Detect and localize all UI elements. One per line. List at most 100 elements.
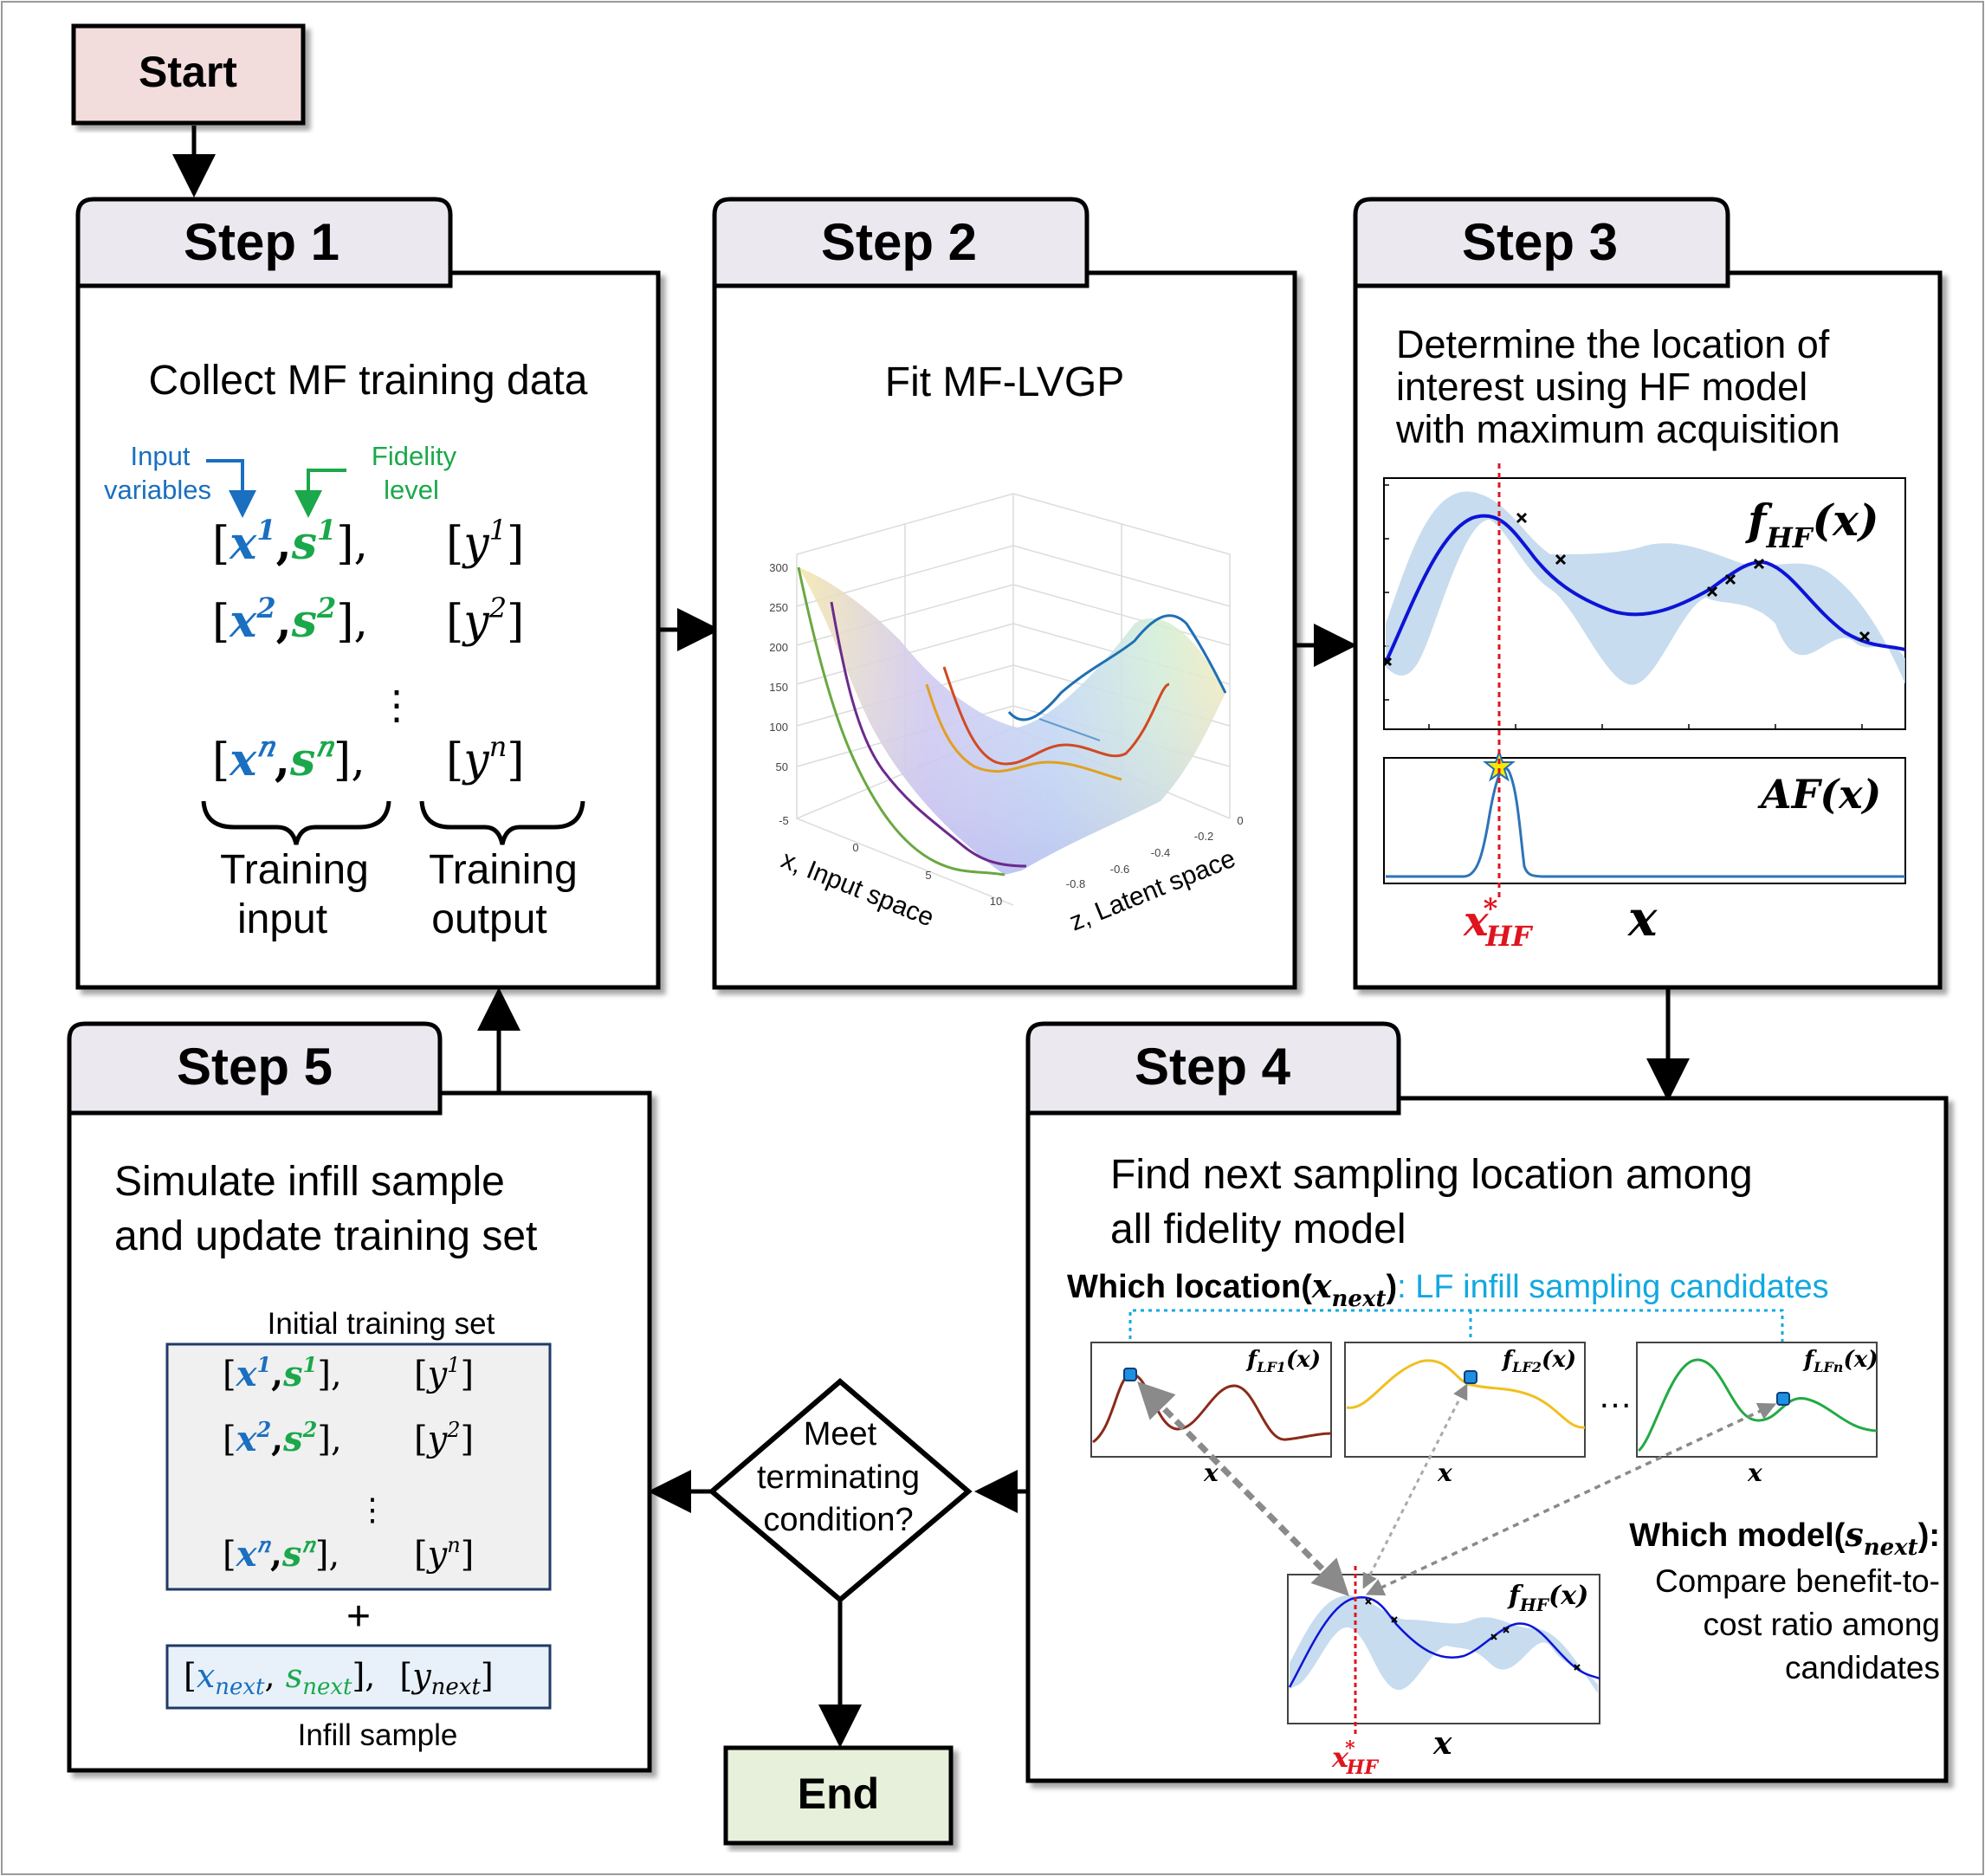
svg-text:x: x xyxy=(1432,1725,1452,1762)
latent-tick: -0.2 xyxy=(1194,830,1213,843)
input-variables-arrow xyxy=(206,459,256,518)
z-tick: 150 xyxy=(769,681,788,694)
latent-tick: -0.6 xyxy=(1110,863,1129,876)
training-row: [𝒙1,𝒔1], [𝑦1] xyxy=(223,1352,474,1394)
step1-panel: Step 1 Collect MF training data Input va… xyxy=(75,197,661,990)
x-tick: -5 xyxy=(779,814,789,827)
svg-text:fLF1(x): fLF1(x) xyxy=(1245,1347,1321,1375)
step3-title-2: interest using HF model xyxy=(1396,365,1807,409)
lf-ellipsis: … xyxy=(1598,1377,1633,1415)
svg-text:[𝒙1,𝒔1],: [𝒙1,𝒔1], xyxy=(212,514,368,570)
training-row: [𝒙1,𝒔1], [𝑦1] xyxy=(212,514,524,570)
acquisition-plot: AF(x) xyxy=(1383,748,1906,884)
x-star-label: x xyxy=(1463,897,1490,946)
x-tick: 5 xyxy=(925,869,931,882)
x-tick: 0 xyxy=(852,841,858,854)
start-label: Start xyxy=(139,48,237,96)
z-tick: 50 xyxy=(776,760,788,773)
step1-tab-label: Step 1 xyxy=(184,213,339,271)
latent-tick: 0 xyxy=(1237,814,1243,827)
z-tick: 200 xyxy=(769,641,788,654)
svg-text:fLFn(x): fLFn(x) xyxy=(1802,1347,1878,1375)
svg-text:[𝑦2]: [𝑦2] xyxy=(446,592,524,648)
end-label: End xyxy=(798,1769,879,1818)
svg-text:fHF(x): fHF(x) xyxy=(1745,495,1879,554)
set-ellipsis: ⋮ xyxy=(357,1491,388,1527)
step5-title-1: Simulate infill sample xyxy=(114,1159,505,1205)
svg-text:x*HF: x* HF xyxy=(1463,892,1534,953)
training-output-label-1: Training xyxy=(429,847,578,893)
svg-text:fHF(x): fHF(x) xyxy=(1507,1581,1588,1615)
compare-text-2: cost ratio among xyxy=(1703,1607,1940,1642)
hf-model-plot: fHF(x) xyxy=(1382,477,1906,730)
decision-text-2: terminating xyxy=(757,1459,920,1496)
step1-title: Collect MF training data xyxy=(149,358,588,404)
start-node: Start xyxy=(71,23,306,126)
svg-text:[𝒙2,𝒔2],: [𝒙2,𝒔2], xyxy=(212,592,368,648)
latent-tick: -0.4 xyxy=(1151,846,1170,859)
end-node: End xyxy=(723,1745,954,1846)
step3-title-1: Determine the location of xyxy=(1396,322,1830,366)
training-row: [𝒙𝑛,𝒔𝑛], [𝑦𝑛] xyxy=(212,730,525,786)
step5-tab-label: Step 5 xyxy=(177,1038,333,1096)
step4-tab-label: Step 4 xyxy=(1135,1038,1291,1096)
fidelity-label-1: Fidelity xyxy=(372,441,457,471)
z-tick: 300 xyxy=(769,561,788,574)
initial-set-box xyxy=(165,1342,552,1591)
hf-small-plot: fHF(x) xyxy=(1287,1574,1600,1724)
which-location-label: Which location( xyxy=(1067,1269,1312,1305)
step3-tab-label: Step 3 xyxy=(1462,213,1618,271)
step1-tab xyxy=(75,197,453,288)
step3-tab xyxy=(1353,197,1730,288)
svg-text:[𝒙𝑛,𝒔𝑛],: [𝒙𝑛,𝒔𝑛], xyxy=(212,730,365,786)
step3-title-3: with maximum acquisition xyxy=(1395,407,1840,451)
step4-title-2: all fidelity model xyxy=(1110,1206,1406,1252)
step4-title-1: Find next sampling location among xyxy=(1110,1152,1753,1198)
step4-panel: Step 4 Find next sampling location among… xyxy=(1025,1021,1949,1783)
decision-text-1: Meet xyxy=(804,1416,877,1452)
fidelity-label-2: level xyxy=(384,475,439,505)
decision-node: Meet terminating condition? xyxy=(708,1378,973,1603)
input-variables-label-1: Input xyxy=(131,441,191,471)
step5-tab xyxy=(67,1021,443,1116)
latent-tick: -0.8 xyxy=(1066,877,1085,890)
z-tick: 250 xyxy=(769,601,788,614)
initial-set-label: Initial training set xyxy=(268,1307,495,1341)
compare-text-3: candidates xyxy=(1785,1650,1940,1685)
training-input-brace xyxy=(201,800,391,845)
svg-text:[𝑦1]: [𝑦1] xyxy=(414,1353,474,1394)
training-row: [𝒙2,𝒔2], [𝑦2] xyxy=(223,1417,474,1459)
svg-text:[𝑦𝑛]: [𝑦𝑛] xyxy=(414,1533,474,1575)
plus-sign: + xyxy=(346,1594,371,1640)
step5-title-2: and update training set xyxy=(114,1213,537,1259)
step4-tab xyxy=(1025,1021,1401,1116)
training-row: [𝒙𝑛,𝒔𝑛], [𝑦𝑛] xyxy=(223,1532,474,1575)
input-variables-label-2: variables xyxy=(104,475,211,505)
compare-text-1: Compare benefit-to- xyxy=(1655,1563,1940,1599)
svg-text:x*HF: x* HF xyxy=(1331,1737,1379,1779)
training-input-label-1: Training xyxy=(220,847,369,893)
infill-sample-label: Infill sample xyxy=(298,1718,458,1752)
training-output-brace xyxy=(419,800,585,845)
rows-ellipsis: ⋮ xyxy=(377,682,417,728)
svg-text:Which model(snext):: Which model(snext): xyxy=(1629,1515,1940,1561)
x-tick: 10 xyxy=(990,895,1002,908)
fidelity-arrow xyxy=(294,469,346,518)
step2-panel: Step 2 Fit MF-LVGP xyxy=(712,197,1297,990)
decision-text-3: condition? xyxy=(763,1502,913,1538)
svg-text:[𝒙1,𝒔1],: [𝒙1,𝒔1], xyxy=(223,1352,342,1394)
step2-tab xyxy=(712,197,1089,288)
af-label: AF(x) xyxy=(1757,771,1881,818)
svg-text:[𝑦𝑛]: [𝑦𝑛] xyxy=(446,730,525,786)
svg-text:[𝑦1]: [𝑦1] xyxy=(446,514,524,570)
svg-text:x: x xyxy=(1747,1459,1762,1487)
step2-title: Fit MF-LVGP xyxy=(885,359,1124,405)
lfn-plot: fLFn(x) x xyxy=(1636,1342,1878,1487)
which-model-label: Which model( xyxy=(1629,1517,1845,1554)
x-axis-label: x xyxy=(1627,890,1658,948)
infill-box xyxy=(165,1644,552,1710)
svg-text:[𝒙2,𝒔2],: [𝒙2,𝒔2], xyxy=(223,1417,342,1459)
svg-text:Which location(xnext): LF infi: Which location(xnext): LF infill samplin… xyxy=(1067,1266,1829,1312)
